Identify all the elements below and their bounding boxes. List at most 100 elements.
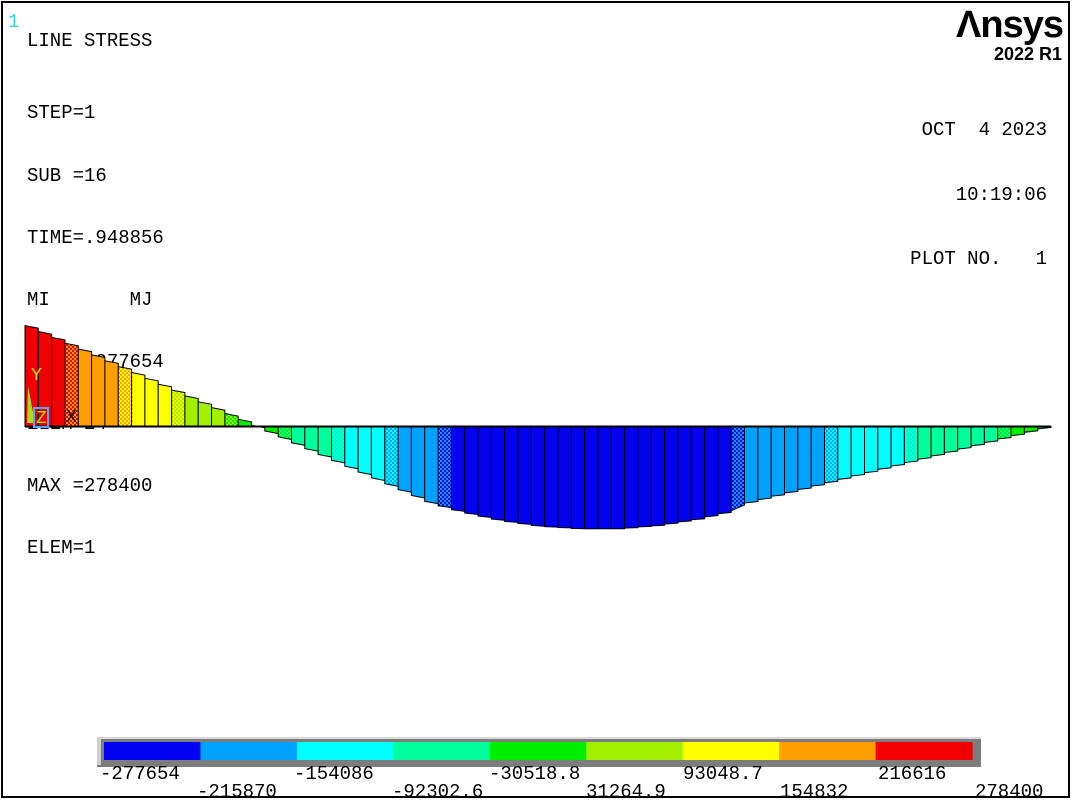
info-line-mimj: MI MJ [27,288,153,311]
stress-bar [384,426,399,487]
stress-bar [157,383,173,427]
ansys-version: 2022 R1 [993,44,1062,64]
stress-bar [810,426,825,487]
stress-bar [504,426,519,523]
stress-bar [184,395,199,427]
stress-bar [277,426,292,441]
legend-label: -30518.8 [489,763,581,785]
legend-label: -277654 [100,763,180,785]
stress-bar [104,360,119,427]
stress-bar [824,426,839,484]
legend-label: -92302.6 [392,781,484,803]
contour-legend [97,737,981,767]
stress-bar [650,426,666,527]
stress-bar [730,426,745,512]
stress-bar [664,426,679,525]
legend-label: -215870 [197,781,277,803]
legend-frame [97,737,981,739]
stress-bar [211,406,226,427]
triad-z-box [33,407,49,428]
stress-bar [677,426,692,523]
stress-bar [983,426,999,443]
stress-bar [557,426,572,529]
plot-time: 10:19:06 [955,183,1047,206]
legend-swatch [200,742,298,760]
stress-bar [91,354,106,427]
legend-swatch [393,742,491,760]
stress-bar [610,426,626,530]
info-line-time: TIME=.948856 [27,226,164,249]
stress-bar [624,426,639,529]
info-line-max: MAX =278400 [27,475,153,498]
info-line-sub: SUB =16 [27,164,107,187]
stress-bar [797,426,812,491]
stress-bar [704,426,719,518]
stress-bar [370,426,386,482]
legend-swatch [104,742,201,760]
stress-bar [437,426,452,509]
stress-bar [517,426,532,525]
stress-bar [117,365,133,427]
window-number: 1 [8,11,20,33]
plot-date: OCT 4 2023 [921,119,1047,141]
stress-bar [930,426,945,457]
legend-label: 93048.7 [683,763,763,785]
triad-z-label: Z [36,409,47,429]
stress-bar [197,401,212,427]
stress-bar [757,426,772,501]
stress-bar [424,426,439,505]
legend-label: -154086 [294,763,374,785]
stress-bar [544,426,559,528]
stress-bar [770,426,785,497]
stress-bar [397,426,412,493]
stress-bar [850,426,865,477]
stress-bar [530,426,546,527]
legend-label: 154832 [780,781,849,803]
stress-bar [490,426,506,521]
stress-bar [903,426,919,464]
legend-label: 216616 [878,763,947,785]
stress-bar [584,426,599,530]
stress-bar [943,426,959,454]
stress-bar [890,426,905,467]
legend-swatch [489,742,587,760]
stress-bar [264,426,279,435]
plot-meta-block: OCT 4 2023 10:19:06 PLOT NO. 1 [910,77,1047,314]
stress-bar [464,426,479,515]
legend-frame [97,737,101,765]
plot-number: PLOT NO. 1 [910,248,1047,270]
stress-bar [291,426,306,446]
stress-bar [837,426,852,480]
legend-swatch [682,742,780,760]
stress-bar [450,426,466,512]
window-border [1,1,1070,798]
legend-label: 31264.9 [586,781,666,803]
legend-swatch [779,742,877,760]
stress-bars [24,324,1052,530]
stress-bar [304,426,319,452]
stress-bar [597,426,612,530]
stress-bar [717,426,732,515]
stress-bar [144,377,159,427]
stress-bar [864,426,879,474]
stress-bar [344,426,359,470]
annotation-block: STEP=1 SUB =16 TIME=.948856 MI MJ MIN =-… [27,62,164,600]
stress-bar [331,426,346,464]
stress-bar [877,426,892,470]
stress-bar [237,418,252,427]
stress-bar [131,371,146,427]
stress-bar [171,389,186,427]
stress-bar [690,426,706,521]
stress-bar [970,426,985,447]
triad-x-label: X [66,408,77,428]
stress-bar [477,426,492,518]
ansys-logo: Λnsys [956,4,1064,46]
stress-bar [51,336,66,427]
stress-bar [224,412,239,427]
legend-label: 278400 [975,781,1044,803]
info-line-step: STEP=1 [27,102,96,125]
triad-y-label: Y [31,366,42,386]
stress-bar [1010,426,1025,437]
